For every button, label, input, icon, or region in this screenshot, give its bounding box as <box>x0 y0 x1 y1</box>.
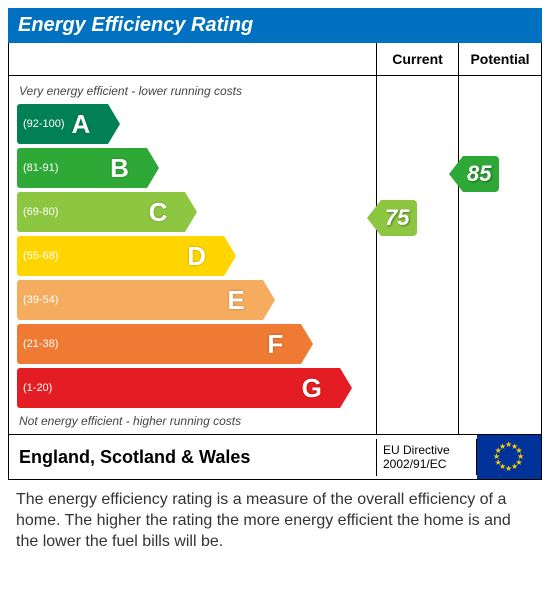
band-bar-E: (39-54) E <box>17 280 263 320</box>
band-range: (69-80) <box>23 206 58 218</box>
rating-table: Current Potential Very energy efficient … <box>8 43 542 480</box>
directive-line1: EU Directive <box>383 443 450 457</box>
band-letter: E <box>227 285 244 316</box>
potential-header: Potential <box>459 43 541 75</box>
top-note: Very energy efficient - lower running co… <box>19 84 368 98</box>
band-letter: F <box>267 329 283 360</box>
band-bar-G: (1-20) G <box>17 368 340 408</box>
eu-flag-stars: ★★★★★★★★★★★★ <box>494 442 524 472</box>
directive-line2: 2002/91/EC <box>383 457 446 471</box>
potential-column: 85 <box>459 76 541 434</box>
band-bar-B: (81-91) B <box>17 148 147 188</box>
bands-container: (92-100) A (81-91) B (69-80) C (55-68) D (39-54)… <box>17 104 368 408</box>
band-letter: C <box>149 197 168 228</box>
band-range: (92-100) <box>23 118 65 130</box>
band-bar-D: (55-68) D <box>17 236 224 276</box>
band-bar-A: (92-100) A <box>17 104 108 144</box>
band-range: (55-68) <box>23 250 58 262</box>
title-bar: Energy Efficiency Rating <box>8 8 542 43</box>
current-column: 75 <box>377 76 459 434</box>
region-label: England, Scotland & Wales <box>9 439 377 476</box>
band-range: (81-91) <box>23 162 58 174</box>
header-row: Current Potential <box>9 43 541 76</box>
band-F: (21-38) F <box>17 324 368 364</box>
current-arrow: 75 <box>381 200 417 236</box>
current-header: Current <box>377 43 459 75</box>
bands-header-spacer <box>9 43 377 75</box>
description-text: The energy efficiency rating is a measur… <box>8 480 542 556</box>
band-E: (39-54) E <box>17 280 368 320</box>
band-bar-F: (21-38) F <box>17 324 301 364</box>
band-letter: D <box>187 241 206 272</box>
band-G: (1-20) G <box>17 368 368 408</box>
eu-directive: EU Directive 2002/91/EC <box>377 439 477 476</box>
band-B: (81-91) B <box>17 148 368 188</box>
band-letter: B <box>110 153 129 184</box>
footer-row: England, Scotland & Wales EU Directive 2… <box>9 435 541 479</box>
band-letter: G <box>302 373 322 404</box>
potential-arrow: 85 <box>463 156 499 192</box>
bottom-note: Not energy efficient - higher running co… <box>19 414 368 428</box>
eu-star: ★ <box>499 442 506 451</box>
main-row: Very energy efficient - lower running co… <box>9 76 541 435</box>
band-range: (1-20) <box>23 382 52 394</box>
band-C: (69-80) C <box>17 192 368 232</box>
band-range: (21-38) <box>23 338 58 350</box>
band-bar-C: (69-80) C <box>17 192 185 232</box>
eu-flag: ★★★★★★★★★★★★ <box>477 435 541 479</box>
band-D: (55-68) D <box>17 236 368 276</box>
bands-area: Very energy efficient - lower running co… <box>9 76 377 434</box>
band-range: (39-54) <box>23 294 58 306</box>
band-A: (92-100) A <box>17 104 368 144</box>
band-letter: A <box>71 109 90 140</box>
